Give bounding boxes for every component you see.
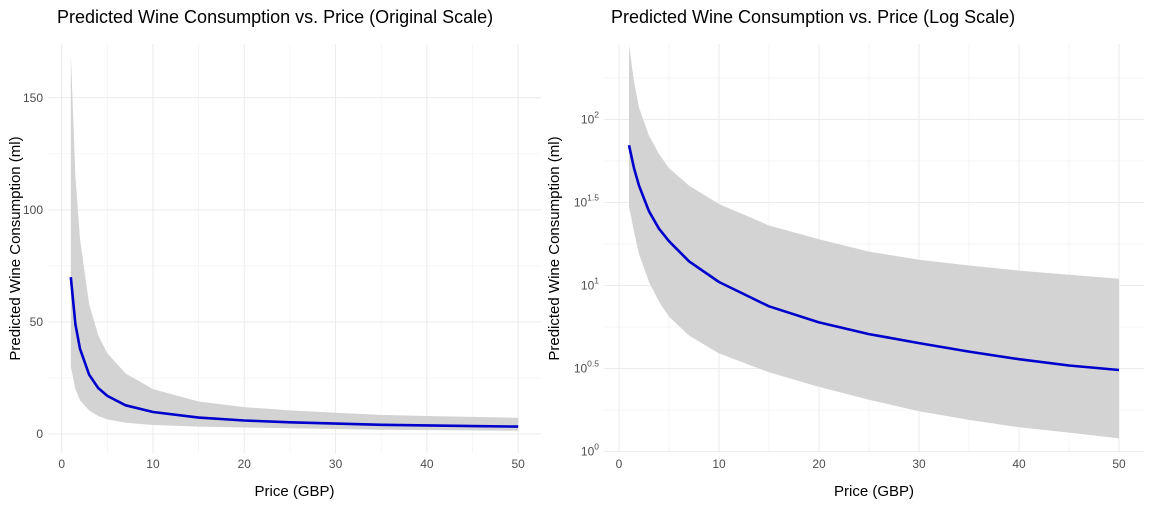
y-tick-label: 0 — [36, 427, 43, 441]
y-tick-label: 100.5 — [574, 359, 599, 376]
y-tick-exponent: 0.5 — [587, 359, 599, 369]
x-tick-label: 30 — [912, 457, 926, 471]
y-tick-base: 10 — [581, 279, 595, 293]
y-tick-exponent: 1.5 — [587, 193, 599, 203]
chart-log-scale: 0 10 20 30 40 50100100.5101101.5102Predicted … — [546, 7, 1144, 500]
x-tick-label: 0 — [616, 457, 623, 471]
x-tick-label: 20 — [812, 457, 826, 471]
y-axis-title: Predicted Wine Consumption (ml) — [7, 136, 24, 360]
chart-original-scale: 0 10 20 30 40 50 0 50 100 150 Predicted Wine Consu… — [7, 7, 541, 500]
y-tick-exponent: 2 — [594, 110, 599, 120]
x-axis: 0 10 20 30 40 50 — [616, 457, 1126, 471]
x-tick-label: 30 — [329, 457, 343, 471]
x-axis: 0 10 20 30 40 50 — [58, 457, 525, 471]
x-tick-label: 40 — [1012, 457, 1026, 471]
x-tick-label: 20 — [238, 457, 252, 471]
y-axis: 0 50 100 150 — [23, 91, 43, 441]
confidence-ribbon — [70, 53, 519, 431]
x-tick-label: 50 — [511, 457, 525, 471]
chart-title: Predicted Wine Consumption vs. Price (Or… — [57, 7, 493, 27]
prediction-line — [627, 144, 1120, 372]
confidence-ribbon — [629, 45, 1119, 439]
x-tick-label: 10 — [146, 457, 160, 471]
x-axis-title: Price (GBP) — [834, 483, 914, 500]
y-tick-label: 150 — [23, 91, 43, 105]
y-tick-base: 10 — [574, 196, 588, 210]
y-tick-exponent: 0 — [594, 442, 599, 452]
y-tick-base: 10 — [581, 445, 595, 459]
x-axis-title: Price (GBP) — [254, 483, 334, 500]
x-tick-label: 40 — [420, 457, 434, 471]
x-tick-label: 10 — [712, 457, 726, 471]
chart-title: Predicted Wine Consumption vs. Price (Lo… — [611, 7, 1015, 27]
y-tick-label: 100 — [581, 442, 599, 459]
y-tick-label: 50 — [30, 315, 44, 329]
y-tick-base: 10 — [581, 113, 595, 127]
y-tick-exponent: 1 — [594, 276, 599, 286]
y-tick-base: 10 — [574, 362, 588, 376]
y-tick-label: 101 — [581, 276, 599, 293]
prediction-line — [69, 276, 519, 428]
y-axis-title: Predicted Wine Consumption (ml) — [546, 136, 563, 360]
y-tick-label: 102 — [581, 110, 599, 127]
y-tick-label: 100 — [23, 203, 43, 217]
x-tick-label: 50 — [1112, 457, 1126, 471]
y-tick-label: 101.5 — [574, 193, 599, 210]
x-tick-label: 0 — [58, 457, 65, 471]
